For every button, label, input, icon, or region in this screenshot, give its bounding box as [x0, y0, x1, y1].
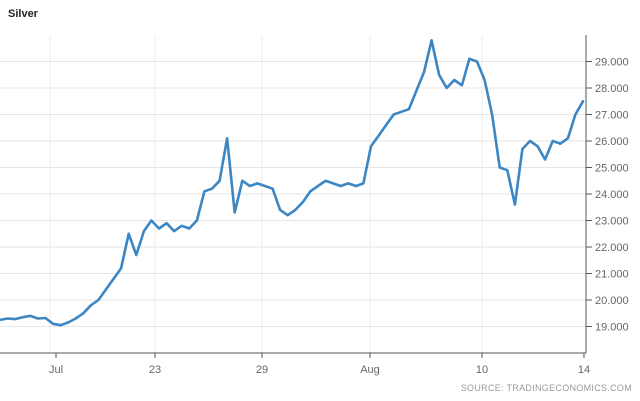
- x-tick-label: 10: [476, 364, 488, 376]
- y-tick-label: 28.000: [595, 83, 629, 95]
- source-credit: SOURCE: TRADINGECONOMICS.COM: [460, 383, 632, 393]
- chart-title: Silver: [8, 8, 38, 20]
- y-tick-label: 20.000: [595, 295, 629, 307]
- y-tick-label: 29.000: [595, 57, 629, 69]
- x-tick-label: Aug: [360, 364, 380, 376]
- series-line-silver: [0, 38, 585, 327]
- y-tick-label: 26.000: [595, 136, 629, 148]
- x-tick-label: 29: [256, 364, 268, 376]
- y-tick-label: 23.000: [595, 216, 629, 228]
- y-tick-label: 24.000: [595, 189, 629, 201]
- y-tick-label: 19.000: [595, 322, 629, 334]
- y-tick-label: 22.000: [595, 242, 629, 254]
- x-tick-label: Jul: [49, 364, 63, 376]
- y-tick-label: 25.000: [595, 163, 629, 175]
- y-tick-label: 21.000: [595, 269, 629, 281]
- x-tick-label: 14: [578, 364, 590, 376]
- y-tick-label: 27.000: [595, 110, 629, 122]
- x-tick-label: 23: [149, 364, 161, 376]
